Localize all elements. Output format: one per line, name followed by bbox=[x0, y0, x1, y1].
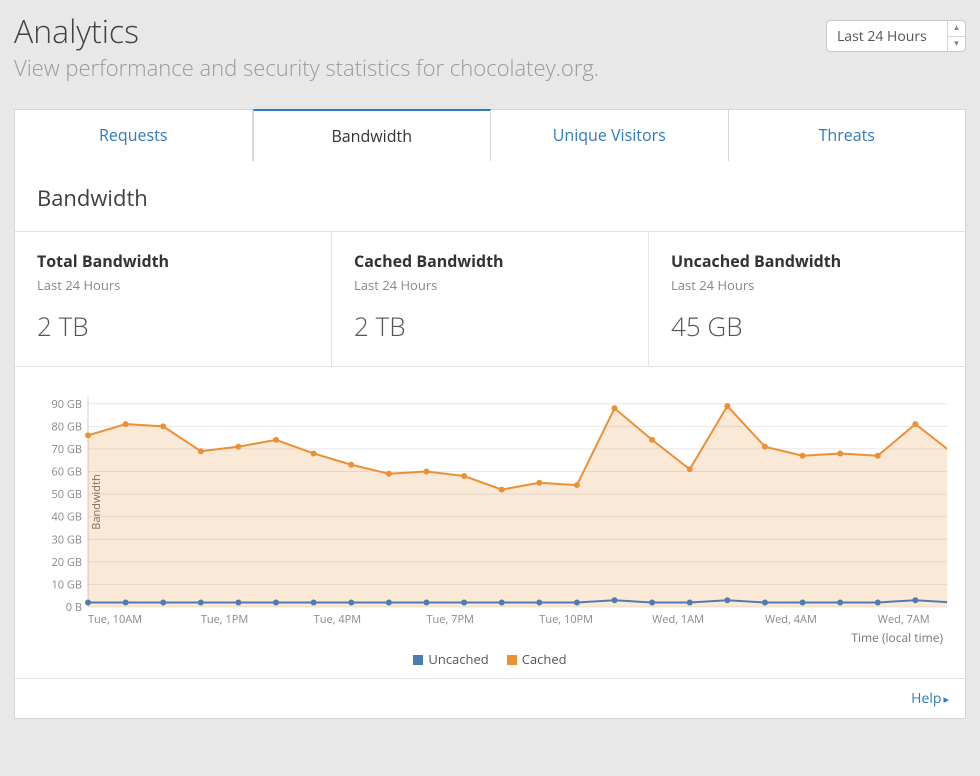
svg-text:Tue, 10AM: Tue, 10AM bbox=[88, 612, 142, 627]
svg-text:Wed, 1AM: Wed, 1AM bbox=[652, 612, 704, 627]
svg-text:50 GB: 50 GB bbox=[51, 487, 82, 502]
stat-title: Uncached Bandwidth bbox=[671, 250, 943, 272]
tab-unique-visitors[interactable]: Unique Visitors bbox=[491, 109, 729, 161]
chevron-down-icon[interactable]: ▼ bbox=[948, 37, 965, 52]
svg-text:Wed, 4AM: Wed, 4AM bbox=[765, 612, 817, 627]
stat-value: 45 GB bbox=[671, 308, 943, 344]
stat-period: Last 24 Hours bbox=[354, 276, 626, 294]
tab-threats[interactable]: Threats bbox=[729, 109, 967, 161]
svg-text:70 GB: 70 GB bbox=[51, 442, 82, 457]
svg-text:60 GB: 60 GB bbox=[51, 464, 82, 479]
svg-text:30 GB: 30 GB bbox=[51, 532, 82, 547]
svg-text:Tue, 7PM: Tue, 7PM bbox=[426, 612, 474, 627]
svg-text:Wed, 7AM: Wed, 7AM bbox=[878, 612, 930, 627]
caret-right-icon: ▸ bbox=[943, 692, 949, 707]
svg-text:0 B: 0 B bbox=[66, 600, 82, 615]
help-link[interactable]: Help▸ bbox=[911, 689, 949, 708]
svg-text:20 GB: 20 GB bbox=[51, 555, 82, 570]
stat-value: 2 TB bbox=[37, 308, 309, 344]
svg-text:90 GB: 90 GB bbox=[51, 397, 82, 412]
tab-requests[interactable]: Requests bbox=[14, 109, 253, 161]
svg-text:10 GB: 10 GB bbox=[51, 577, 82, 592]
stat-title: Cached Bandwidth bbox=[354, 250, 626, 272]
stat-card: Cached Bandwidth Last 24 Hours 2 TB bbox=[331, 232, 648, 366]
svg-text:Tue, 10PM: Tue, 10PM bbox=[539, 612, 593, 627]
svg-text:80 GB: 80 GB bbox=[51, 419, 82, 434]
stat-title: Total Bandwidth bbox=[37, 250, 309, 272]
stat-period: Last 24 Hours bbox=[37, 276, 309, 294]
stat-card: Uncached Bandwidth Last 24 Hours 45 GB bbox=[648, 232, 965, 366]
chevron-up-icon[interactable]: ▲ bbox=[948, 21, 965, 37]
panel-title: Bandwidth bbox=[15, 161, 965, 231]
legend-item: Cached bbox=[507, 650, 567, 668]
svg-text:40 GB: 40 GB bbox=[51, 509, 82, 524]
legend-item: Uncached bbox=[413, 650, 488, 668]
svg-text:Tue, 1PM: Tue, 1PM bbox=[201, 612, 249, 627]
page-subtitle: View performance and security statistics… bbox=[14, 53, 599, 83]
chart-legend: Uncached Cached bbox=[33, 646, 947, 670]
stat-period: Last 24 Hours bbox=[671, 276, 943, 294]
time-range-stepper[interactable]: ▲ ▼ bbox=[947, 21, 965, 51]
tab-bandwidth[interactable]: Bandwidth bbox=[253, 109, 492, 161]
bandwidth-chart: 0 B 10 GB 20 GB 30 GB 40 GB 50 GB 60 GB 70 GB 80… bbox=[15, 367, 965, 678]
time-range-label: Last 24 Hours bbox=[827, 21, 947, 51]
x-axis-label: Time (local time) bbox=[33, 629, 947, 646]
stat-card: Total Bandwidth Last 24 Hours 2 TB bbox=[15, 232, 331, 366]
stat-value: 2 TB bbox=[354, 308, 626, 344]
svg-text:Tue, 4PM: Tue, 4PM bbox=[314, 612, 362, 627]
page-title: Analytics bbox=[14, 14, 599, 51]
time-range-select[interactable]: Last 24 Hours ▲ ▼ bbox=[826, 20, 966, 52]
